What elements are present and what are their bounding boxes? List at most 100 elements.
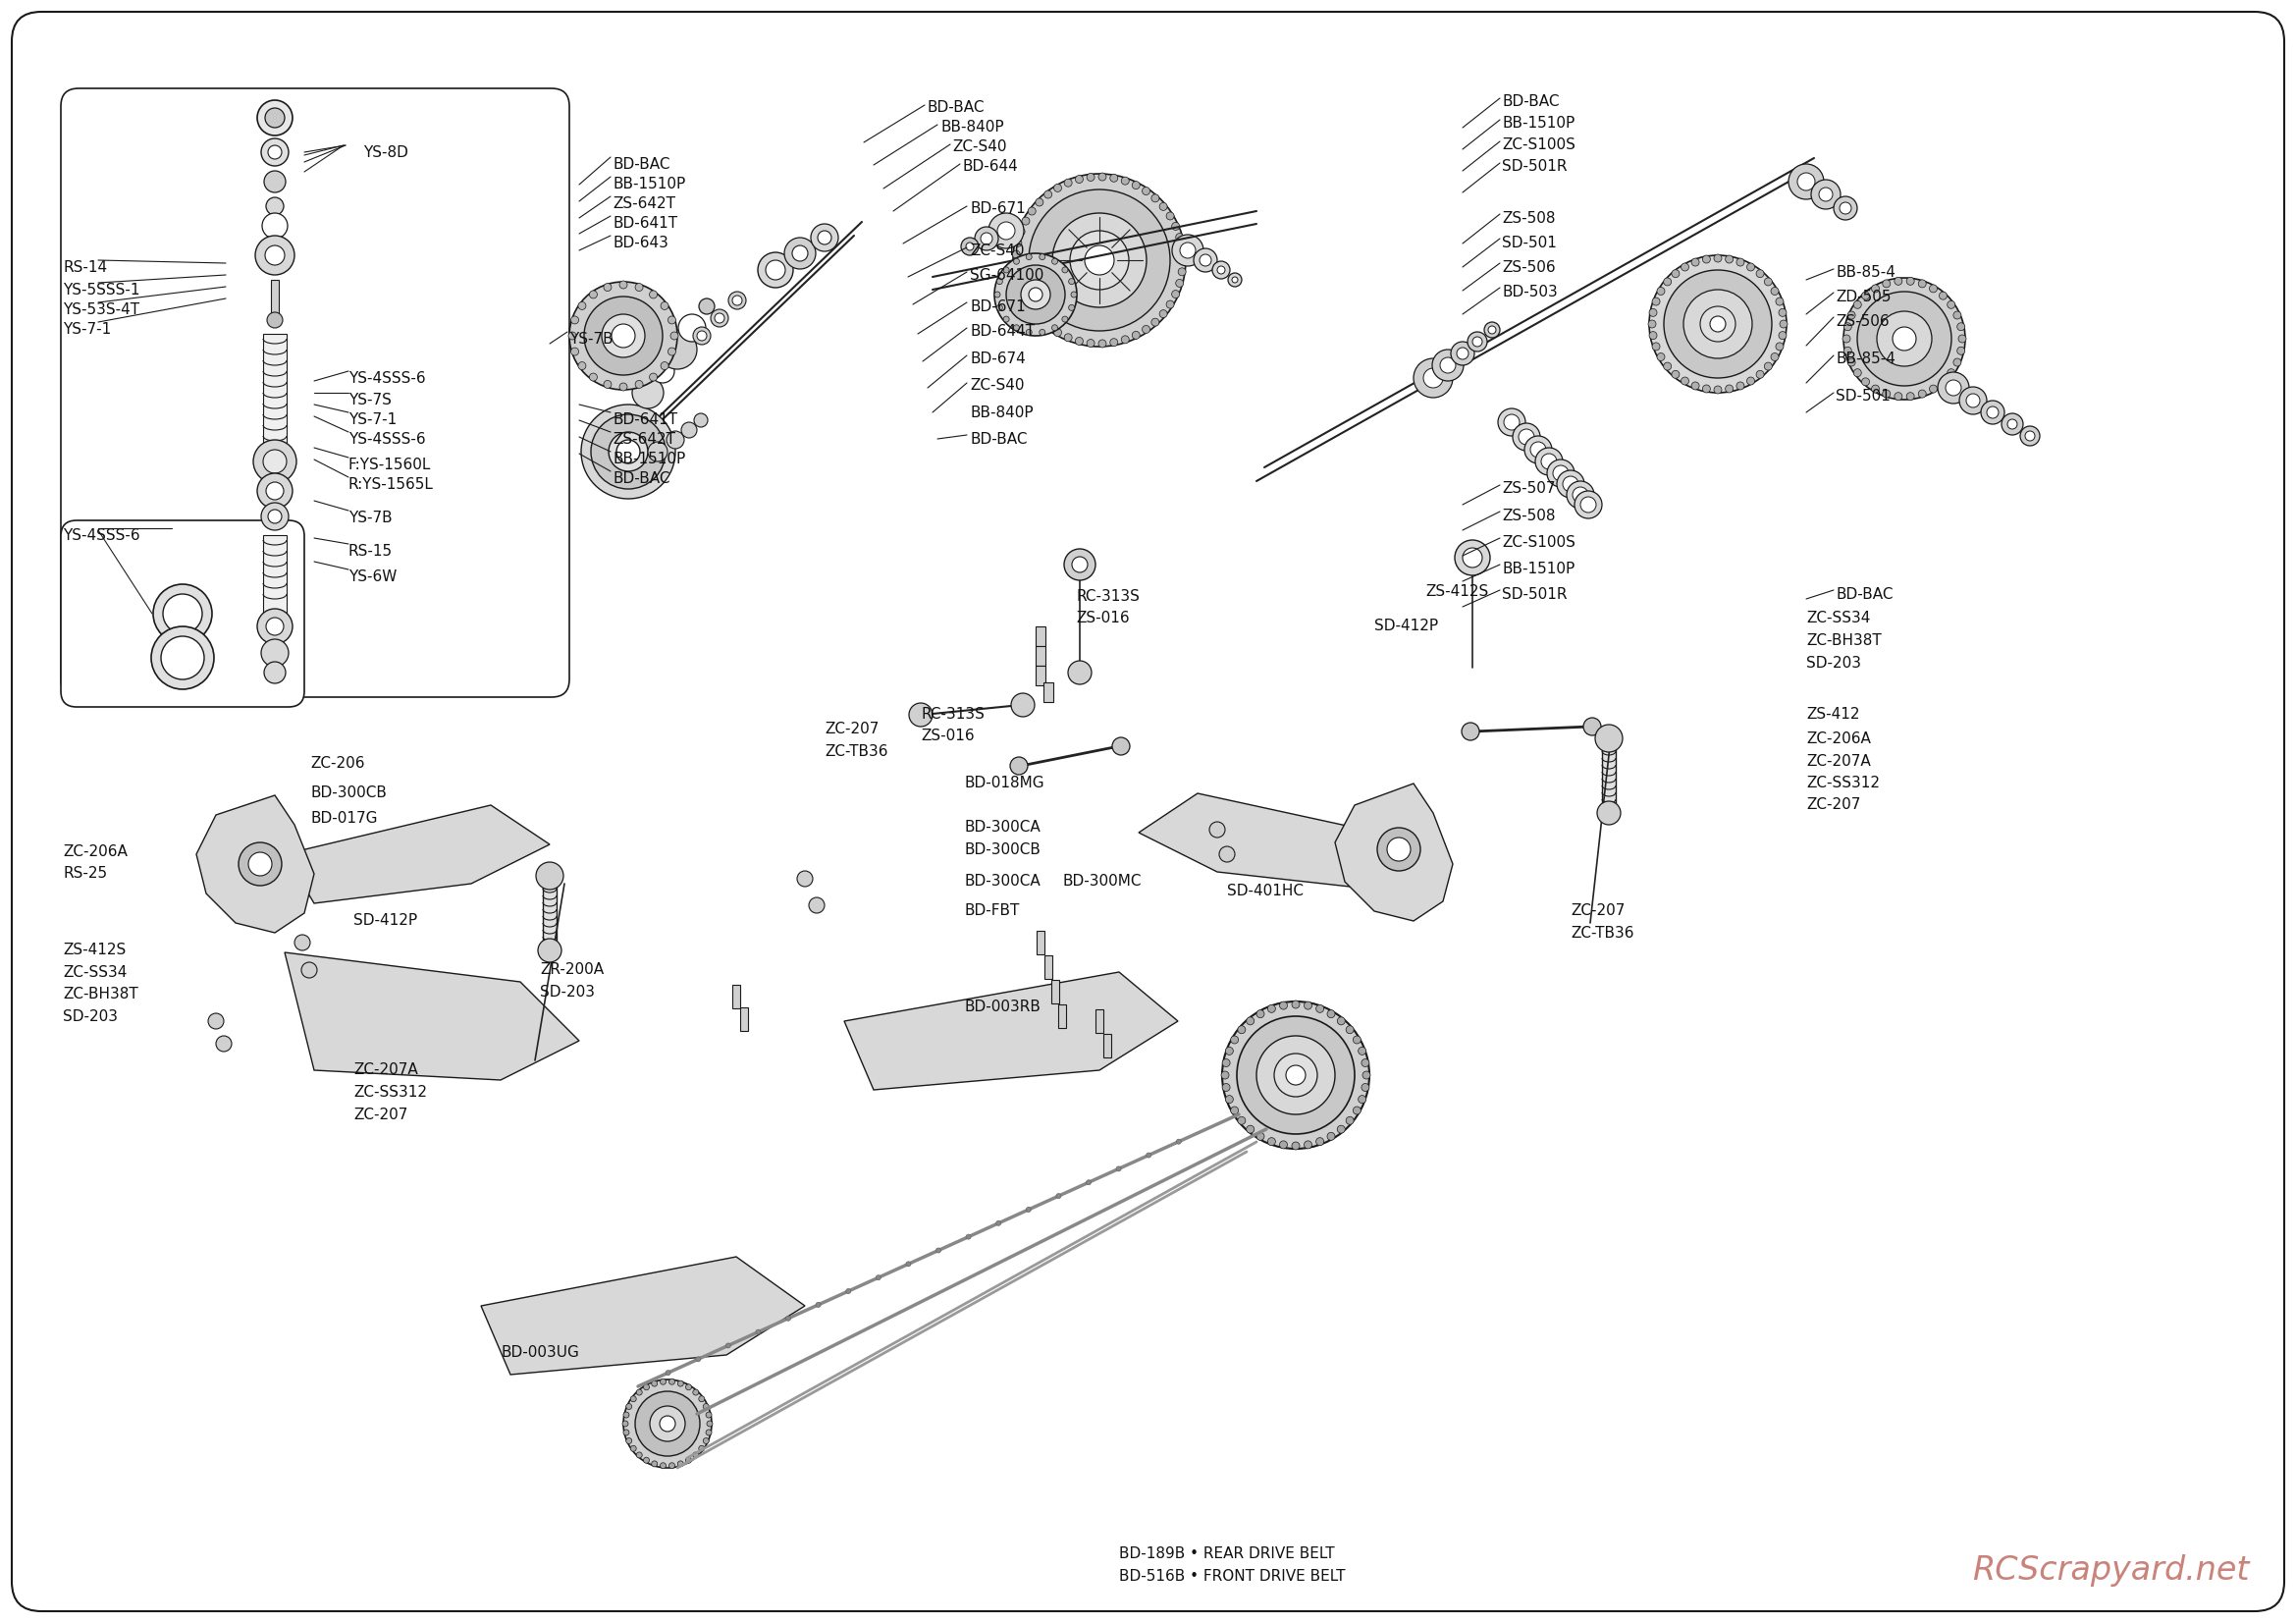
Circle shape bbox=[1584, 717, 1600, 735]
Text: BD-017G: BD-017G bbox=[310, 812, 377, 826]
Polygon shape bbox=[1334, 784, 1453, 920]
Circle shape bbox=[1063, 549, 1095, 581]
Text: BD-641T: BD-641T bbox=[613, 216, 677, 230]
Circle shape bbox=[1097, 339, 1107, 347]
Circle shape bbox=[1029, 190, 1171, 331]
Text: RS-15: RS-15 bbox=[349, 544, 393, 558]
Circle shape bbox=[661, 302, 668, 310]
Text: BD-FBT: BD-FBT bbox=[964, 904, 1019, 919]
Circle shape bbox=[1451, 342, 1474, 365]
Circle shape bbox=[1352, 1035, 1362, 1044]
Text: BD-018MG: BD-018MG bbox=[964, 776, 1045, 790]
Circle shape bbox=[990, 213, 1024, 248]
Circle shape bbox=[1853, 368, 1862, 377]
Circle shape bbox=[1463, 722, 1479, 740]
Circle shape bbox=[643, 1457, 650, 1464]
Circle shape bbox=[152, 626, 214, 690]
Circle shape bbox=[1086, 1180, 1091, 1185]
Circle shape bbox=[661, 1462, 666, 1469]
Circle shape bbox=[1013, 325, 1019, 331]
Circle shape bbox=[1440, 357, 1456, 373]
Circle shape bbox=[1649, 331, 1658, 339]
Bar bbox=[271, 279, 278, 315]
Circle shape bbox=[583, 297, 664, 375]
Circle shape bbox=[1779, 331, 1786, 339]
Circle shape bbox=[1120, 336, 1130, 344]
Circle shape bbox=[1293, 1143, 1300, 1149]
Circle shape bbox=[266, 198, 285, 214]
Circle shape bbox=[1178, 245, 1187, 253]
Text: SD-203: SD-203 bbox=[540, 985, 595, 1000]
Circle shape bbox=[1525, 437, 1552, 464]
Circle shape bbox=[264, 662, 285, 683]
Circle shape bbox=[1665, 269, 1773, 378]
Circle shape bbox=[1022, 279, 1049, 310]
Text: SD-203: SD-203 bbox=[1807, 656, 1862, 670]
Circle shape bbox=[1770, 352, 1779, 360]
Circle shape bbox=[1171, 235, 1203, 266]
Circle shape bbox=[1564, 476, 1577, 492]
Circle shape bbox=[1132, 331, 1139, 339]
Circle shape bbox=[1747, 263, 1754, 271]
Circle shape bbox=[1954, 359, 1961, 367]
Circle shape bbox=[785, 237, 815, 269]
Circle shape bbox=[1711, 316, 1727, 331]
Circle shape bbox=[1472, 338, 1483, 347]
Text: YS-7-1: YS-7-1 bbox=[62, 321, 110, 338]
Text: ZS-506: ZS-506 bbox=[1502, 260, 1554, 274]
Circle shape bbox=[1111, 737, 1130, 755]
Circle shape bbox=[1166, 213, 1173, 219]
Circle shape bbox=[1789, 164, 1823, 200]
Circle shape bbox=[797, 872, 813, 886]
Circle shape bbox=[1906, 278, 1915, 286]
Circle shape bbox=[650, 1406, 684, 1441]
Circle shape bbox=[1497, 409, 1525, 437]
Circle shape bbox=[1015, 239, 1022, 247]
Circle shape bbox=[1954, 312, 1961, 320]
Circle shape bbox=[817, 230, 831, 245]
Text: BB-840P: BB-840P bbox=[969, 406, 1033, 420]
Circle shape bbox=[666, 432, 684, 448]
Text: ZS-412S: ZS-412S bbox=[62, 943, 126, 958]
Circle shape bbox=[239, 842, 282, 886]
Bar bbox=[1035, 932, 1045, 954]
Circle shape bbox=[1653, 342, 1660, 351]
Text: BB-1510P: BB-1510P bbox=[613, 177, 687, 192]
Circle shape bbox=[535, 862, 563, 889]
Circle shape bbox=[579, 362, 585, 370]
Circle shape bbox=[1683, 289, 1752, 359]
Circle shape bbox=[1812, 180, 1841, 209]
Circle shape bbox=[572, 316, 579, 325]
Circle shape bbox=[1724, 385, 1733, 393]
Bar bbox=[1035, 646, 1045, 665]
Circle shape bbox=[1917, 279, 1926, 287]
Circle shape bbox=[765, 260, 785, 279]
Polygon shape bbox=[480, 1256, 806, 1375]
Circle shape bbox=[622, 1430, 629, 1435]
Bar bbox=[1095, 1010, 1104, 1032]
Circle shape bbox=[1221, 1071, 1228, 1079]
Circle shape bbox=[1536, 448, 1564, 476]
Circle shape bbox=[668, 316, 675, 325]
Circle shape bbox=[1267, 1138, 1277, 1146]
Text: ZS-412S: ZS-412S bbox=[1426, 584, 1488, 599]
Polygon shape bbox=[285, 805, 549, 904]
Circle shape bbox=[537, 938, 563, 962]
Circle shape bbox=[1692, 381, 1699, 390]
Circle shape bbox=[1233, 278, 1238, 282]
Circle shape bbox=[1040, 253, 1045, 260]
Circle shape bbox=[1054, 183, 1061, 192]
Circle shape bbox=[661, 362, 668, 370]
Circle shape bbox=[1986, 406, 1998, 419]
Text: R:YS-1565L: R:YS-1565L bbox=[349, 477, 434, 492]
Circle shape bbox=[661, 1380, 666, 1384]
Circle shape bbox=[1052, 325, 1058, 331]
Text: SD-401HC: SD-401HC bbox=[1226, 883, 1304, 899]
Circle shape bbox=[1316, 1005, 1325, 1013]
Circle shape bbox=[569, 282, 677, 390]
Circle shape bbox=[1940, 292, 1947, 300]
Circle shape bbox=[907, 1261, 912, 1266]
Text: SD-501: SD-501 bbox=[1502, 235, 1557, 250]
Circle shape bbox=[1176, 1139, 1180, 1144]
Text: SG-64100: SG-64100 bbox=[969, 268, 1045, 282]
